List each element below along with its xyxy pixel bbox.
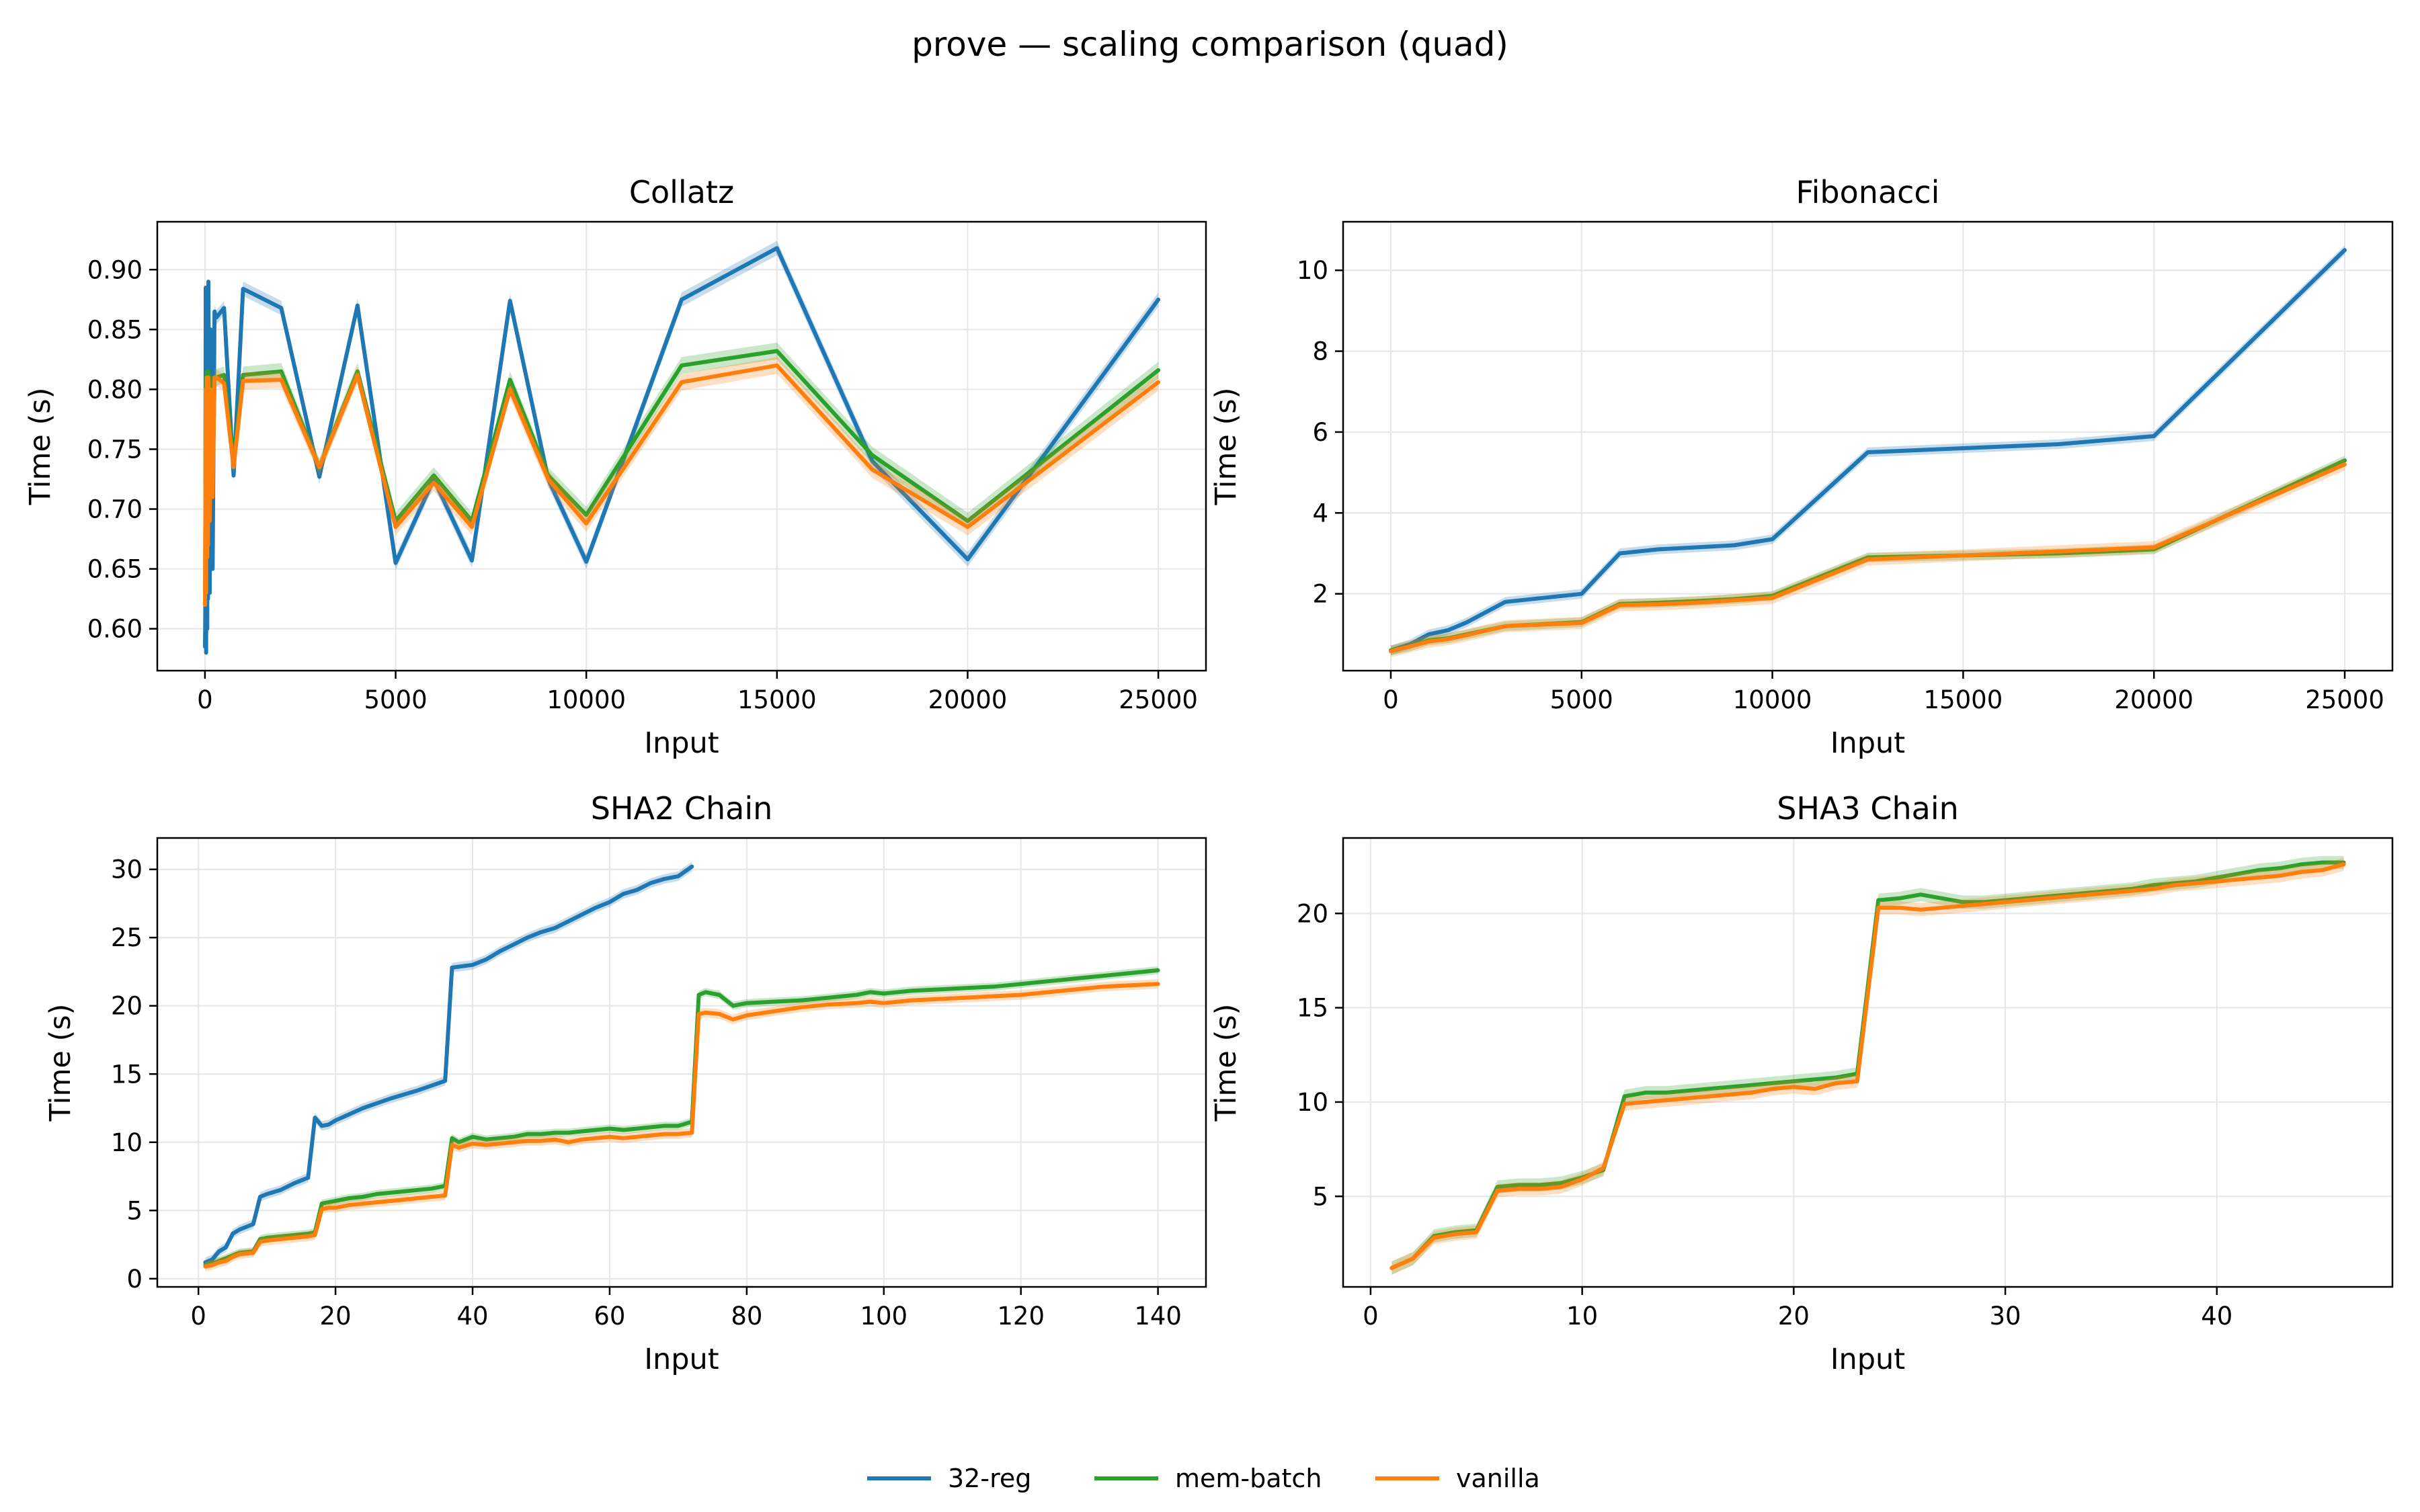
x-axis-label: Input <box>644 726 719 760</box>
panel-sha2-chain: 0 20 40 60 80 100 120 140 0 5 10 15 20 25 30 SHA2 Chain… <box>44 790 1207 1376</box>
x-tick-label: 40 <box>456 1302 488 1331</box>
figure-title: prove — scaling comparison (quad) <box>912 25 1508 64</box>
series-32-reg <box>203 862 694 1267</box>
y-tick-label: 5 <box>1312 1182 1328 1211</box>
y-axis-label: Time (s) <box>1209 388 1243 506</box>
x-tick-label: 120 <box>997 1302 1045 1331</box>
axes-frame <box>1342 220 2394 672</box>
x-tick-label: 0 <box>1383 685 1399 714</box>
line-vanilla <box>203 982 1160 1269</box>
legend: 32-reg mem-batch vanilla <box>867 1464 1540 1493</box>
x-tick-label: 60 <box>594 1302 625 1331</box>
x-tick-label: 10000 <box>1733 685 1812 714</box>
x-tick-label: 10000 <box>547 685 626 714</box>
panel-sha3-chain: 0 10 20 30 40 5 10 15 20 SHA3 Chain Input Time (s) <box>1209 790 2394 1376</box>
y-tick-label: 0.65 <box>87 555 143 584</box>
plot-area <box>157 222 1206 671</box>
panel-title: Fibonacci <box>1796 174 1940 210</box>
legend-label: vanilla <box>1456 1464 1540 1493</box>
x-tick-label: 0 <box>197 685 213 714</box>
legend-item-32-reg: 32-reg <box>867 1464 1031 1493</box>
legend-item-vanilla: vanilla <box>1375 1464 1540 1493</box>
series-32-reg <box>1389 245 2347 656</box>
legend-label: 32-reg <box>948 1464 1031 1493</box>
panel-title: SHA2 Chain <box>591 790 773 827</box>
series-vanilla <box>1389 458 2347 658</box>
y-tick-label: 20 <box>111 992 143 1021</box>
panel-title: SHA3 Chain <box>1777 790 1959 827</box>
x-tick-label: 30 <box>1990 1302 2021 1331</box>
plot-area <box>1343 838 2392 1287</box>
y-tick-label: 25 <box>111 923 143 952</box>
x-axis-label: Input <box>1830 1343 1905 1376</box>
y-tick-label: 0.80 <box>87 375 143 404</box>
y-tick-label: 0.90 <box>87 255 143 284</box>
panel-fibonacci: 0 5000 10000 15000 20000 25000 2 4 6 8 10 Fibonacci… <box>1209 174 2394 760</box>
y-tick-label: 10 <box>1297 1088 1328 1117</box>
plot-area <box>1343 222 2392 671</box>
x-tick-label: 20 <box>320 1302 352 1331</box>
x-tick-label: 5000 <box>1550 685 1613 714</box>
x-axis-label: Input <box>1830 726 1905 760</box>
x-tick-label: 20 <box>1778 1302 1810 1331</box>
line-vanilla <box>1389 462 2347 654</box>
x-tick-label: 20000 <box>928 685 1008 714</box>
y-tick-label: 15 <box>111 1060 143 1089</box>
y-axis-label: Time (s) <box>1209 1004 1243 1122</box>
y-tick-label: 0.60 <box>87 615 143 644</box>
axes-frame <box>156 837 1207 1288</box>
x-tick-label: 140 <box>1134 1302 1182 1331</box>
legend-item-mem-batch: mem-batch <box>1094 1464 1322 1493</box>
series-vanilla <box>203 979 1160 1271</box>
x-tick-label: 15000 <box>1924 685 2003 714</box>
x-tick-label: 10 <box>1566 1302 1598 1331</box>
line-vanilla <box>203 363 1161 607</box>
x-tick-label: 5000 <box>364 685 427 714</box>
y-tick-label: 4 <box>1312 499 1328 528</box>
y-tick-label: 10 <box>1297 256 1328 285</box>
band-vanilla <box>205 979 1158 1271</box>
panel-collatz: 0 5000 10000 15000 20000 25000 0.60 0.65 0.70 0.7… <box>24 174 1207 760</box>
x-tick-label: 20000 <box>2114 685 2193 714</box>
y-tick-label: 0 <box>126 1265 143 1294</box>
y-tick-label: 2 <box>1312 580 1328 609</box>
line-32-reg <box>203 864 694 1265</box>
x-tick-label: 25000 <box>2305 685 2384 714</box>
series-vanilla <box>203 357 1161 614</box>
plot-area <box>157 838 1206 1287</box>
x-tick-label: 0 <box>1363 1302 1379 1331</box>
panel-title: Collatz <box>629 174 734 210</box>
series-mem-batch <box>203 966 1160 1269</box>
y-tick-label: 0.85 <box>87 315 143 344</box>
y-axis-label: Time (s) <box>24 388 57 506</box>
panels-group: 0 5000 10000 15000 20000 250000.600.650.700.7… <box>24 174 2394 1376</box>
x-tick-label: 80 <box>731 1302 762 1331</box>
axes-frame <box>1342 837 2394 1288</box>
axes-frame <box>156 220 1207 672</box>
y-tick-label: 0.75 <box>87 435 143 464</box>
x-axis-label: Input <box>644 1343 719 1376</box>
y-tick-label: 5 <box>126 1196 143 1225</box>
y-tick-label: 20 <box>1297 899 1328 928</box>
x-tick-label: 25000 <box>1119 685 1198 714</box>
y-tick-label: 6 <box>1312 418 1328 447</box>
y-axis-label: Time (s) <box>44 1004 77 1122</box>
y-tick-label: 10 <box>111 1128 143 1157</box>
x-tick-label: 15000 <box>737 685 817 714</box>
line-32-reg <box>1389 248 2347 653</box>
legend-label: mem-batch <box>1175 1464 1322 1493</box>
x-tick-label: 100 <box>860 1302 908 1331</box>
line-mem-batch <box>203 968 1160 1267</box>
line-vanilla <box>1389 862 2346 1270</box>
y-tick-label: 0.70 <box>87 495 143 524</box>
series-vanilla <box>1389 857 2346 1275</box>
y-tick-label: 8 <box>1312 337 1328 366</box>
x-tick-label: 0 <box>190 1302 206 1331</box>
x-tick-label: 40 <box>2201 1302 2232 1331</box>
y-tick-label: 15 <box>1297 994 1328 1023</box>
y-tick-label: 30 <box>111 855 143 884</box>
